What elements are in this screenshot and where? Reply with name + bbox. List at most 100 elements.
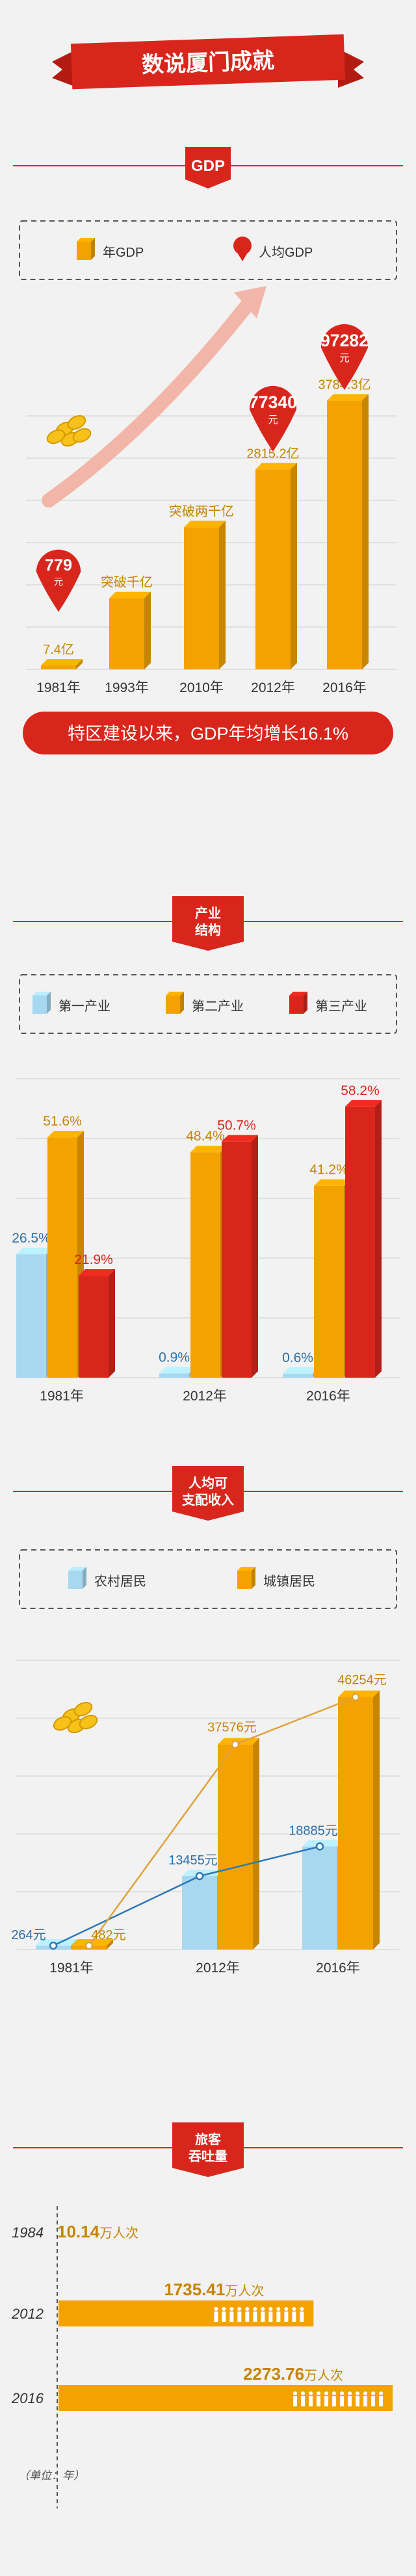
ribbon-main	[70, 34, 346, 90]
person-body	[356, 2396, 360, 2406]
gold-coins-icon	[53, 1701, 98, 1734]
section-title-line2: 吞吐量	[188, 2149, 228, 2164]
gdp-summary-banner: 特区建设以来，GDP年均增长16.1%	[23, 712, 393, 754]
industry-chart: 26.5% 51.6% 21.9% 1981年 0.9% 48.4%50.7% 2012年 0…	[12, 1078, 400, 1404]
person-body	[363, 2396, 368, 2406]
income-point	[195, 1872, 204, 1881]
passenger-people-icons	[293, 2391, 384, 2406]
income-legend: 农村居民 城镇居民	[19, 1549, 397, 1609]
bar-top	[190, 1146, 227, 1153]
person-body	[222, 2312, 226, 2322]
industry-bar	[79, 1269, 115, 1378]
bar-side	[219, 521, 226, 669]
person-body	[324, 2396, 329, 2406]
pin-shape	[36, 549, 81, 612]
income-value-label: 264元	[11, 1928, 46, 1942]
pin-shape	[249, 385, 297, 452]
income-bar	[182, 1869, 224, 1950]
banner-title: 数说厦门成就	[141, 48, 274, 77]
gdp-tick-label: 2010年	[179, 680, 224, 695]
legend-swatch-top	[32, 992, 51, 996]
bar-side	[375, 1100, 382, 1378]
legend-swatch-top	[289, 992, 307, 996]
gdp-legend: 年GDP 人均GDP	[19, 220, 397, 280]
gdp-tick-label: 2012年	[251, 680, 295, 695]
person-body	[229, 2312, 234, 2322]
legend-item: 第三产业	[289, 992, 367, 1014]
bar-front	[327, 400, 362, 669]
gdp-bar	[327, 394, 369, 669]
growth-arrowhead	[234, 286, 266, 318]
gdp-tick-label: 1993年	[105, 680, 149, 695]
legend-label: 第二产业	[192, 999, 244, 1014]
legend-item: 第二产业	[166, 992, 244, 1014]
bar-front	[182, 1875, 217, 1950]
industry-bar	[190, 1146, 227, 1378]
legend-swatch	[68, 1571, 83, 1589]
income-tick-label: 2012年	[196, 1961, 240, 1976]
header-badge	[172, 1466, 244, 1521]
industry-tick-label: 2016年	[306, 1389, 350, 1404]
industry-value-label: 21.9%	[74, 1252, 113, 1267]
coin	[73, 1701, 93, 1717]
bar-top	[338, 1690, 380, 1697]
passenger-unit-label: 万人次	[304, 2368, 343, 2383]
person-head	[332, 2391, 337, 2395]
person-body	[309, 2396, 313, 2406]
top-banner: 数说厦门成就	[52, 34, 364, 90]
income-value-label: 13455元	[168, 1853, 218, 1868]
legend-swatch-side	[83, 1567, 86, 1589]
person-head	[284, 2307, 289, 2311]
bar-side	[76, 659, 83, 669]
gdp-value-label: 2815.2亿	[246, 446, 299, 461]
header-badge	[172, 2122, 244, 2177]
header-badge	[185, 147, 231, 188]
legend-label: 年GDP	[103, 245, 144, 260]
industry-bar	[345, 1100, 382, 1378]
person-body	[332, 2396, 337, 2406]
person-body	[348, 2396, 352, 2406]
industry-value-label: 26.5%	[12, 1231, 51, 1246]
passenger-year-label: 1984	[12, 2224, 44, 2241]
bar-top	[16, 1248, 53, 1255]
person-head	[253, 2307, 257, 2311]
passenger-unit-label: 万人次	[99, 2226, 138, 2241]
bar-top	[47, 1131, 84, 1138]
industry-tick-label: 2012年	[183, 1389, 227, 1404]
bar-top	[182, 1869, 224, 1876]
income-point	[84, 1941, 94, 1950]
legend-item: 城镇居民	[237, 1567, 315, 1589]
legend-label: 城镇居民	[263, 1574, 315, 1589]
bar-front	[159, 1373, 189, 1378]
person-body	[340, 2396, 344, 2406]
person-body	[292, 2312, 296, 2322]
person-body	[261, 2312, 265, 2322]
coin	[46, 429, 66, 444]
bar-top	[314, 1179, 350, 1186]
income-point	[231, 1740, 240, 1749]
person-body	[268, 2312, 273, 2322]
gdp-value-label: 突破千亿	[101, 575, 153, 590]
gdp-bar	[109, 591, 151, 669]
per-capita-pin: 779 元	[36, 549, 81, 612]
bar-top	[79, 1269, 115, 1276]
per-capita-pin: 77340 元	[249, 385, 297, 452]
bar-front	[190, 1152, 220, 1378]
legend-swatch-top	[166, 992, 184, 996]
bar-top	[283, 1367, 319, 1374]
industry-tick-label: 1981年	[40, 1389, 84, 1404]
per-capita-pin: 97282 元	[320, 324, 369, 390]
industry-value-label: 0.9%	[159, 1350, 190, 1365]
pin-value: 779	[45, 556, 72, 574]
person-head	[301, 2391, 306, 2395]
bar-side	[144, 591, 151, 669]
legend-box	[19, 220, 397, 280]
person-head	[309, 2391, 313, 2395]
bar-side	[107, 1939, 113, 1950]
pin-value: 77340	[249, 393, 297, 412]
person-head	[292, 2307, 296, 2311]
income-bar	[338, 1690, 380, 1950]
income-value-label: 482元	[91, 1928, 125, 1942]
gdp-value-label: 7.4亿	[43, 642, 74, 657]
